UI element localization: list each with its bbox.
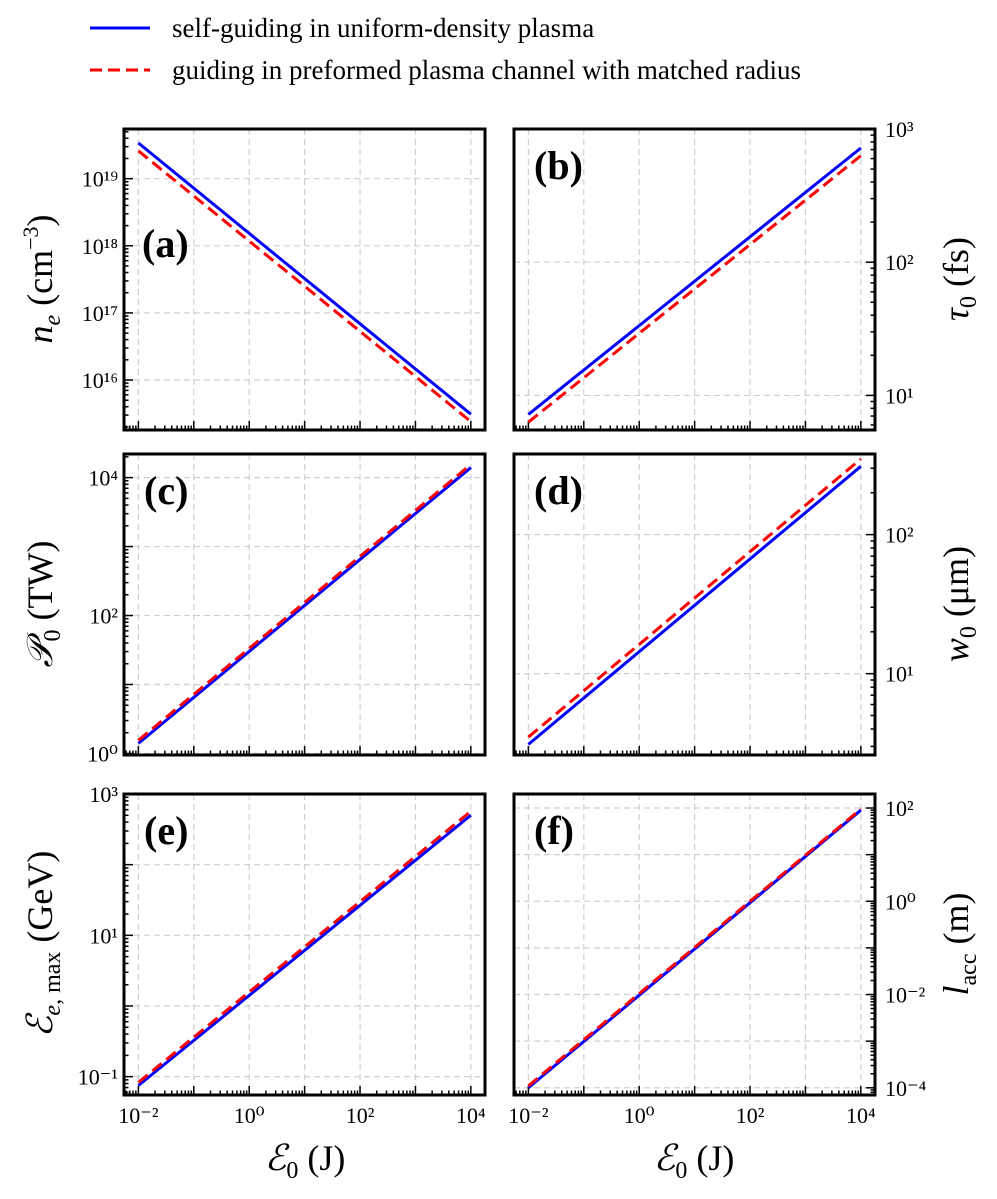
panel-tag: (e) bbox=[144, 808, 188, 853]
x-tick-label: 10⁻² bbox=[118, 1103, 159, 1128]
panels: 10¹⁶ 10¹⁷ 10¹⁸ 10¹⁹ (a) 10¹ 10² 10³ (b) 10⁰ 10² 10⁴… bbox=[78, 117, 927, 1128]
x-tick-label: 10² bbox=[736, 1103, 765, 1128]
series-line-self-guiding bbox=[137, 466, 472, 745]
y-tick-label: 10² bbox=[885, 250, 914, 275]
y-tick-label: 10¹ bbox=[885, 383, 914, 408]
series-line-self-guiding bbox=[527, 809, 862, 1089]
y-tick-label: 10² bbox=[89, 604, 118, 629]
y-tick-label: 10³ bbox=[89, 782, 118, 807]
x-tick-label: 10⁰ bbox=[234, 1103, 265, 1128]
y-tick-label: 10² bbox=[885, 523, 914, 548]
panel-tag: (f) bbox=[534, 808, 574, 853]
panel-d: 10¹ 10² (d) bbox=[512, 452, 914, 757]
x-tick-label: 10⁻² bbox=[508, 1103, 549, 1128]
plot-frame bbox=[122, 127, 487, 432]
ylabel-tau0: τ0 (fs) bbox=[936, 237, 982, 321]
y-tick-label: 10⁻¹ bbox=[78, 1065, 118, 1090]
panel-tag: (d) bbox=[534, 468, 583, 513]
y-tick-label: 10⁴ bbox=[88, 466, 118, 491]
y-tick-label: 10⁰ bbox=[87, 741, 118, 766]
series-line-self-guiding bbox=[137, 814, 472, 1087]
ylabel-lacc: lacc (m) bbox=[936, 893, 982, 996]
x-tick-label: 10⁴ bbox=[456, 1103, 486, 1128]
series-line-channel-guiding bbox=[527, 457, 862, 739]
y-tick-label: 10⁰ bbox=[885, 889, 916, 914]
series-line-channel-guiding bbox=[527, 807, 862, 1088]
y-tick-label: 10¹⁹ bbox=[82, 167, 119, 192]
panel-tag: (a) bbox=[142, 221, 189, 266]
panel-tag: (c) bbox=[144, 468, 188, 513]
series-line-self-guiding bbox=[527, 146, 862, 416]
panel-e: 10⁻¹ 10¹ 10³ 10⁻² 10⁰ 10² 10⁴ (e) bbox=[78, 782, 487, 1128]
panel-f: 10⁻⁴ 10⁻² 10⁰ 10² 10⁻² 10⁰ 10² 10⁴ (f) bbox=[508, 792, 927, 1128]
ylabel-p0: 𝒫0 (TW) bbox=[20, 541, 66, 668]
y-tick-label: 10¹⁷ bbox=[82, 301, 118, 326]
panel-a: 10¹⁶ 10¹⁷ 10¹⁸ 10¹⁹ (a) bbox=[82, 127, 487, 432]
legend: self-guiding in uniform-density plasma g… bbox=[90, 13, 801, 85]
y-tick-label: 10¹⁶ bbox=[82, 368, 118, 393]
legend-label-self-guiding: self-guiding in uniform-density plasma bbox=[172, 13, 594, 43]
y-tick-label: 10¹ bbox=[89, 923, 118, 948]
ylabel-ne: ne (cm−3) bbox=[18, 214, 66, 343]
plot-frame bbox=[512, 127, 877, 432]
series-line-self-guiding bbox=[137, 141, 472, 416]
plot-frame bbox=[512, 452, 877, 757]
series-line-channel-guiding bbox=[137, 463, 472, 742]
panel-tag: (b) bbox=[534, 143, 583, 188]
y-tick-label: 10³ bbox=[885, 117, 914, 142]
legend-label-channel-guiding: guiding in preformed plasma channel with… bbox=[172, 55, 801, 85]
plot-frame bbox=[122, 792, 487, 1097]
y-tick-label: 10² bbox=[885, 796, 914, 821]
axis-titles: ne (cm−3) τ0 (fs) 𝒫0 (TW) w0 (μm) ℰe, ma… bbox=[18, 214, 982, 1184]
y-tick-label: 10¹ bbox=[885, 662, 914, 687]
plot-frame bbox=[512, 792, 877, 1097]
y-tick-label: 10⁻⁴ bbox=[885, 1076, 927, 1101]
plot-frame bbox=[122, 452, 487, 757]
x-tick-label: 10² bbox=[346, 1103, 375, 1128]
xlabel-left: ℰ0 (J) bbox=[265, 1138, 346, 1184]
panel-c: 10⁰ 10² 10⁴ (c) bbox=[87, 452, 487, 766]
y-tick-label: 10⁻² bbox=[885, 983, 926, 1008]
y-tick-label: 10¹⁸ bbox=[82, 234, 118, 259]
x-tick-label: 10⁴ bbox=[846, 1103, 876, 1128]
xlabel-right: ℰ0 (J) bbox=[654, 1138, 735, 1184]
x-tick-label: 10⁰ bbox=[624, 1103, 655, 1128]
panel-b: 10¹ 10² 10³ (b) bbox=[512, 117, 914, 432]
ylabel-w0: w0 (μm) bbox=[936, 546, 982, 662]
ylabel-emax: ℰe, max (GeV) bbox=[20, 851, 66, 1038]
series-line-self-guiding bbox=[527, 465, 862, 746]
